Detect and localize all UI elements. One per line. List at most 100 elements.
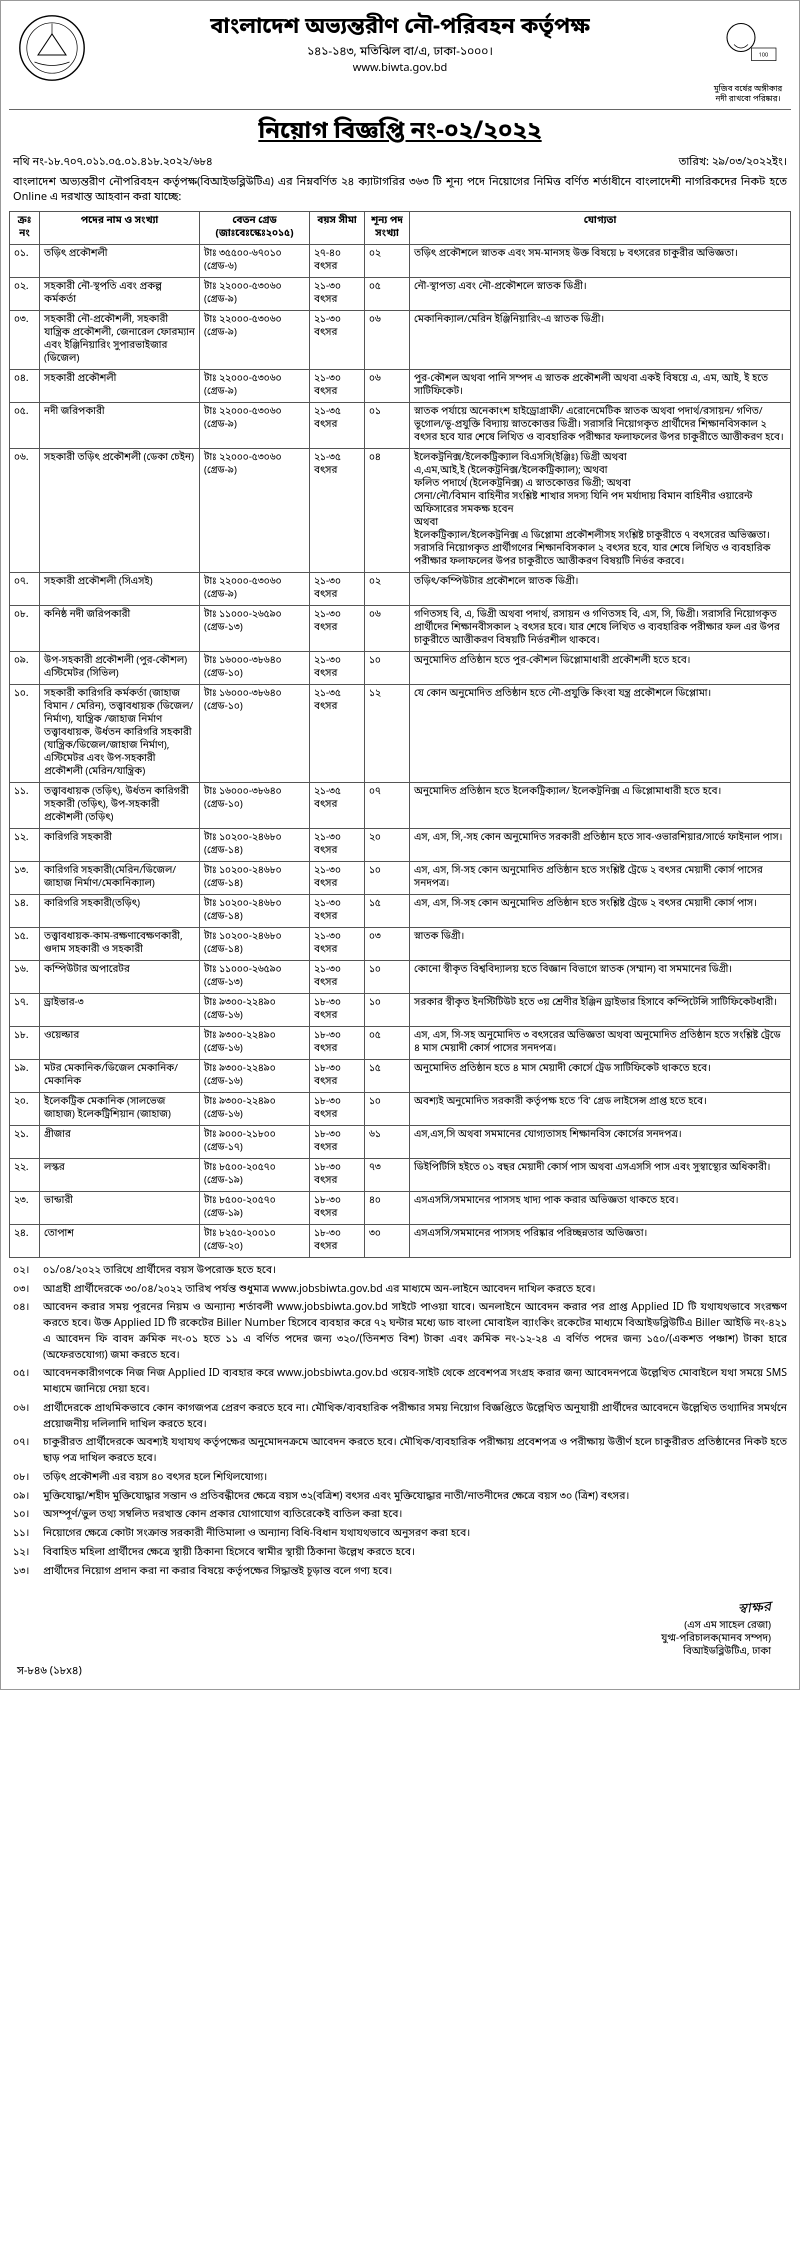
cell-grade: টাঃ ১৬০০০-৩৮৬৪০ (গ্রেড-১০): [200, 684, 310, 782]
cell-age: ২১-৩০ বৎসর: [310, 960, 365, 993]
condition-text: ০১/০৪/২০২২ তারিখে প্রার্থীদের বয়স উপরোক…: [43, 1264, 787, 1280]
table-row: ০৩.সহকারী নৌ-প্রকৌশলী, সহকারী যান্ত্রিক …: [10, 310, 791, 369]
cell-vacancy: ১৫: [365, 1059, 410, 1092]
cell-qual: এস, এস, সি-সহ কোন অনুমোদিত প্রতিষ্ঠান হত…: [410, 861, 791, 894]
condition-text: আগ্রহী প্রার্থীদেরকে ৩০/০৪/২০২২ তারিখ পর…: [43, 1283, 787, 1299]
cell-age: ২৭-৪০ বৎসর: [310, 244, 365, 277]
cell-post: কারিগরি সহকারী(তড়িৎ): [40, 894, 200, 927]
condition-number: ১৩।: [13, 1565, 43, 1581]
cell-vacancy: ২০: [365, 828, 410, 861]
table-row: ১৪.কারিগরি সহকারী(তড়িৎ)টাঃ ১০২০০-২৪৬৮০ …: [10, 894, 791, 927]
cell-grade: টাঃ ১৬০০০-৩৮৬৪০ (গ্রেড-১০): [200, 651, 310, 684]
cell-age: ২১-৩০ বৎসর: [310, 369, 365, 402]
table-row: ১৭.ড্রাইভার-৩টাঃ ৯৩০০-২২৪৯০ (গ্রেড-১৬)১৮…: [10, 993, 791, 1026]
th-post: পদের নাম ও সংখ্যা: [40, 211, 200, 244]
condition-text: বিবাহিত মহিলা প্রার্থীদের ক্ষেত্রে স্থায…: [43, 1546, 787, 1562]
condition-number: ০৬।: [13, 1402, 43, 1434]
cell-qual: তড়িৎ প্রকৌশলে স্নাতক এবং সম-মানসহ উক্ত …: [410, 244, 791, 277]
cell-post: লস্কর: [40, 1158, 200, 1191]
cell-post: কারিগরি সহকারী: [40, 828, 200, 861]
cell-grade: টাঃ ৯০০০-২১৮০০ (গ্রেড-১৭): [200, 1125, 310, 1158]
cell-grade: টাঃ ৮৫০০-২০৫৭০ (গ্রেড-১৯): [200, 1191, 310, 1224]
cell-age: ২১-৩৫ বৎসর: [310, 684, 365, 782]
cell-age: ২১-৩০ বৎসর: [310, 828, 365, 861]
cell-vacancy: ৭৩: [365, 1158, 410, 1191]
cell-qual: স্নাতক পর্যায়ে অনেকাংশ হাইড্রোগ্রাফী/ এ…: [410, 402, 791, 448]
cell-vacancy: ৪০: [365, 1191, 410, 1224]
signatory-org: বিআইডব্লিউটিএ, ঢাকা: [29, 1646, 771, 1659]
condition-item: ০৯।মুক্তিযোদ্ধা/শহীদ মুক্তিযোদ্ধার সন্তা…: [13, 1490, 787, 1506]
cell-sl: ১৪.: [10, 894, 40, 927]
cell-age: ২১-৩০ বৎসর: [310, 927, 365, 960]
cell-vacancy: ১২: [365, 684, 410, 782]
cell-age: ১৮-৩০ বৎসর: [310, 1125, 365, 1158]
cell-qual: নৌ-স্থাপত্য এবং নৌ-প্রকৌশলে স্নাতক ডিগ্র…: [410, 277, 791, 310]
condition-number: ০৩।: [13, 1283, 43, 1299]
cell-post: ভান্ডারী: [40, 1191, 200, 1224]
cell-age: ২১-৩০ বৎসর: [310, 277, 365, 310]
condition-item: ০৮।তড়িৎ প্রকৌশলী এর বয়স ৪০ বৎসর হলে শি…: [13, 1471, 787, 1487]
cell-grade: টাঃ ২২০০০-৫৩০৬০ (গ্রেড-৯): [200, 310, 310, 369]
cell-grade: টাঃ ১৬০০০-৩৮৬৪০ (গ্রেড-১০): [200, 782, 310, 828]
table-row: ১১.তত্ত্বাবধায়ক (তড়িৎ), উর্ধতন কারিগরী…: [10, 782, 791, 828]
cell-grade: টাঃ ২২০০০-৫৩০৬০ (গ্রেড-৯): [200, 448, 310, 572]
org-name: বাংলাদেশ অভ্যন্তরীণ নৌ-পরিবহন কর্তৃপক্ষ: [87, 13, 713, 42]
signature-block: স্বাক্ষর (এস এম সাহেল রেজা) যুগ্ম-পরিচাল…: [9, 1589, 791, 1663]
cell-post: সহকারী তড়িৎ প্রকৌশলী (ডেকা চেইন): [40, 448, 200, 572]
cell-grade: টাঃ ৮২৫০-২০০১০ (গ্রেড-২০): [200, 1224, 310, 1257]
org-address: ১৪১-১৪৩, মতিঝিল বা/এ, ঢাকা-১০০০।: [87, 44, 713, 60]
cell-vacancy: ১০: [365, 960, 410, 993]
cell-vacancy: ০২: [365, 244, 410, 277]
cell-vacancy: ১০: [365, 993, 410, 1026]
table-row: ২৩.ভান্ডারীটাঃ ৮৫০০-২০৫৭০ (গ্রেড-১৯)১৮-৩…: [10, 1191, 791, 1224]
table-row: ১০.সহকারী কারিগরি কর্মকর্তা (জাহাজ বিমান…: [10, 684, 791, 782]
cell-post: কম্পিউটার অপারেটর: [40, 960, 200, 993]
cell-post: সহকারী কারিগরি কর্মকর্তা (জাহাজ বিমান / …: [40, 684, 200, 782]
condition-item: ১২।বিবাহিত মহিলা প্রার্থীদের ক্ষেত্রে স্…: [13, 1546, 787, 1562]
cell-vacancy: ১০: [365, 651, 410, 684]
cell-sl: ০২.: [10, 277, 40, 310]
cell-sl: ০৭.: [10, 572, 40, 605]
cell-grade: টাঃ ১০২০০-২৪৬৮০ (গ্রেড-১৪): [200, 828, 310, 861]
cell-grade: টাঃ ১১০০০-২৬৫৯০ (গ্রেড-১৩): [200, 960, 310, 993]
th-qual: যোগ্যতা: [410, 211, 791, 244]
cell-grade: টাঃ ৯৩০০-২২৪৯০ (গ্রেড-১৬): [200, 993, 310, 1026]
condition-text: প্রার্থীদেরকে প্রাথমিকভাবে কোন কাগজপত্র …: [43, 1402, 787, 1434]
condition-text: প্রার্থীদের নিয়োগ প্রদান করা না করার বি…: [43, 1565, 787, 1581]
table-row: ১৮.ওয়েল্ডারটাঃ ৯৩০০-২২৪৯০ (গ্রেড-১৬)১৮-…: [10, 1026, 791, 1059]
cell-age: ২১-৩০ বৎসর: [310, 651, 365, 684]
mujib-caption: মুজিব বর্ষের অঙ্গীকার নদী রাখবো পরিষ্কার…: [713, 85, 783, 105]
cell-sl: ১৫.: [10, 927, 40, 960]
condition-number: ০৪।: [13, 1301, 43, 1364]
cell-vacancy: ০৫: [365, 277, 410, 310]
cell-age: ১৮-৩০ বৎসর: [310, 1092, 365, 1125]
condition-text: মুক্তিযোদ্ধা/শহীদ মুক্তিযোদ্ধার সন্তান ও…: [43, 1490, 787, 1506]
cell-sl: ২২.: [10, 1158, 40, 1191]
cell-age: ১৮-৩০ বৎসর: [310, 1224, 365, 1257]
cell-grade: টাঃ ৩৫৫০০-৬৭০১০ (গ্রেড-৬): [200, 244, 310, 277]
condition-item: ০৭।চাকুরীরত প্রার্থীদেরকে অবশ্যই যথাযথ ক…: [13, 1436, 787, 1468]
cell-qual: মেকানিক্যাল/মেরিন ইঞ্জিনিয়ারিং-এ স্নাতক…: [410, 310, 791, 369]
cell-age: ১৮-৩০ বৎসর: [310, 1158, 365, 1191]
cell-qual: এস, এস, সি-সহ কোন অনুমোদিত প্রতিষ্ঠান হত…: [410, 894, 791, 927]
table-row: ২১.গ্রীজারটাঃ ৯০০০-২১৮০০ (গ্রেড-১৭)১৮-৩০…: [10, 1125, 791, 1158]
cell-vacancy: ০২: [365, 572, 410, 605]
cell-sl: ১৮.: [10, 1026, 40, 1059]
condition-item: ০৩।আগ্রহী প্রার্থীদেরকে ৩০/০৪/২০২২ তারিখ…: [13, 1283, 787, 1299]
cell-post: তত্ত্বাবধায়ক-কাম-রক্ষণাবেক্ষণকারী, গুদা…: [40, 927, 200, 960]
notice-title: নিয়োগ বিজ্ঞপ্তি নং-০২/২০২২: [9, 110, 791, 154]
cell-post: মটর মেকানিক/ডিজেল মেকানিক/মেকানিক: [40, 1059, 200, 1092]
signatory-title: যুগ্ম-পরিচালক(মানব সম্পদ): [29, 1633, 771, 1646]
cell-grade: টাঃ ১১০০০-২৬৫৯০ (গ্রেড-১৩): [200, 605, 310, 651]
condition-number: ০৯।: [13, 1490, 43, 1506]
condition-item: ০৬।প্রার্থীদেরকে প্রাথমিকভাবে কোন কাগজপত…: [13, 1402, 787, 1434]
table-row: ০৫.নদী জরিপকারীটাঃ ২২০০০-৫৩০৬০ (গ্রেড-৯)…: [10, 402, 791, 448]
mujib-logo-icon: 100: [713, 13, 783, 83]
cell-age: ১৮-৩০ বৎসর: [310, 1059, 365, 1092]
cell-qual: গণিতসহ বি, এ, ডিগ্রী অথবা পদার্থ, রসায়ন…: [410, 605, 791, 651]
condition-number: ১২।: [13, 1546, 43, 1562]
condition-number: ১১।: [13, 1527, 43, 1543]
document-header: বাংলাদেশ অভ্যন্তরীণ নৌ-পরিবহন কর্তৃপক্ষ …: [9, 9, 791, 110]
condition-item: ১৩।প্রার্থীদের নিয়োগ প্রদান করা না করার…: [13, 1565, 787, 1581]
condition-number: ০৫।: [13, 1367, 43, 1399]
